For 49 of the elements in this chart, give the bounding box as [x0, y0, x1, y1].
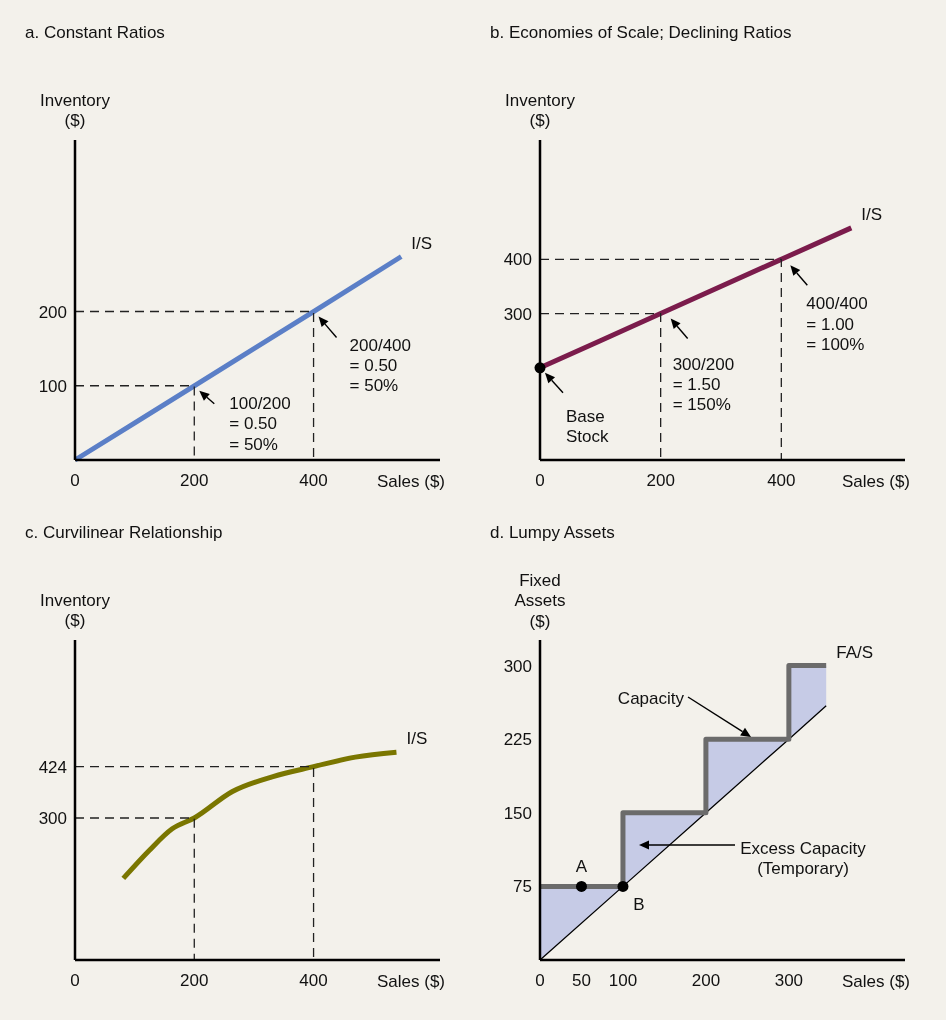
x-tick-label: 0 — [535, 471, 545, 490]
x-axis-title: Sales ($) — [376, 972, 445, 991]
y-tick-label: 200 — [38, 302, 67, 322]
annotation: 100/200 = 0.50 = 50% — [229, 393, 291, 454]
chart-title: b. Economies of Scale; Declining Ratios — [490, 23, 792, 42]
x-axis-title: Sales ($) — [376, 472, 445, 491]
x-tick-label: 0 — [70, 971, 80, 990]
chart-title: a. Constant Ratios — [25, 23, 165, 42]
x-tick-label: 100 — [608, 971, 638, 990]
y-axis-title: Fixed Assets ($) — [514, 571, 566, 631]
y-tick-label: 400 — [503, 250, 532, 270]
annotation: 200/400 = 0.50 = 50% — [349, 335, 412, 396]
series-label: I/S — [406, 729, 428, 749]
y-tick-label: 424 — [38, 757, 67, 777]
series-label: I/S — [861, 204, 883, 224]
x-tick-label: 200 — [691, 971, 721, 990]
x-tick-label: 0 — [70, 471, 80, 490]
series-label: FA/S — [836, 642, 874, 662]
y-axis-title: Inventory ($) — [40, 591, 111, 631]
x-tick-label: 300 — [774, 971, 804, 990]
y-tick-label: 300 — [503, 304, 532, 324]
x-tick-label: 200 — [180, 471, 209, 490]
y-tick-label: 300 — [503, 656, 532, 676]
y-axis-title: Inventory ($) — [505, 91, 576, 131]
x-axis-title: Sales ($) — [841, 972, 910, 991]
x-axis-title: Sales ($) — [841, 472, 910, 491]
x-tick-label: 400 — [767, 471, 796, 490]
series-label: I/S — [411, 233, 433, 253]
x-tick-label: 400 — [299, 471, 328, 490]
y-axis-title: Inventory ($) — [40, 91, 111, 131]
y-tick-label: 75 — [513, 877, 532, 897]
y-tick-label: 100 — [38, 376, 67, 396]
annotation: Excess Capacity (Temporary) — [740, 839, 867, 879]
annotation: 300/200 = 1.50 = 150% — [672, 354, 735, 415]
annotation: 400/400 = 1.00 = 100% — [806, 294, 868, 355]
annotation: Base Stock — [566, 406, 610, 447]
x-tick-label: 400 — [299, 971, 328, 990]
x-tick-label: 200 — [646, 471, 675, 490]
x-tick-label: 200 — [180, 971, 209, 990]
y-tick-label: 300 — [38, 809, 67, 829]
annotation: A — [575, 857, 588, 877]
annotation: Capacity — [617, 689, 685, 708]
x-tick-label: 0 — [535, 971, 545, 990]
x-tick-label: 50 — [572, 971, 591, 990]
annotation: B — [633, 895, 645, 915]
chart-title: c. Curvilinear Relationship — [25, 523, 223, 542]
chart-title: d. Lumpy Assets — [490, 523, 615, 542]
y-tick-label: 225 — [503, 730, 532, 750]
y-tick-label: 150 — [503, 803, 532, 823]
